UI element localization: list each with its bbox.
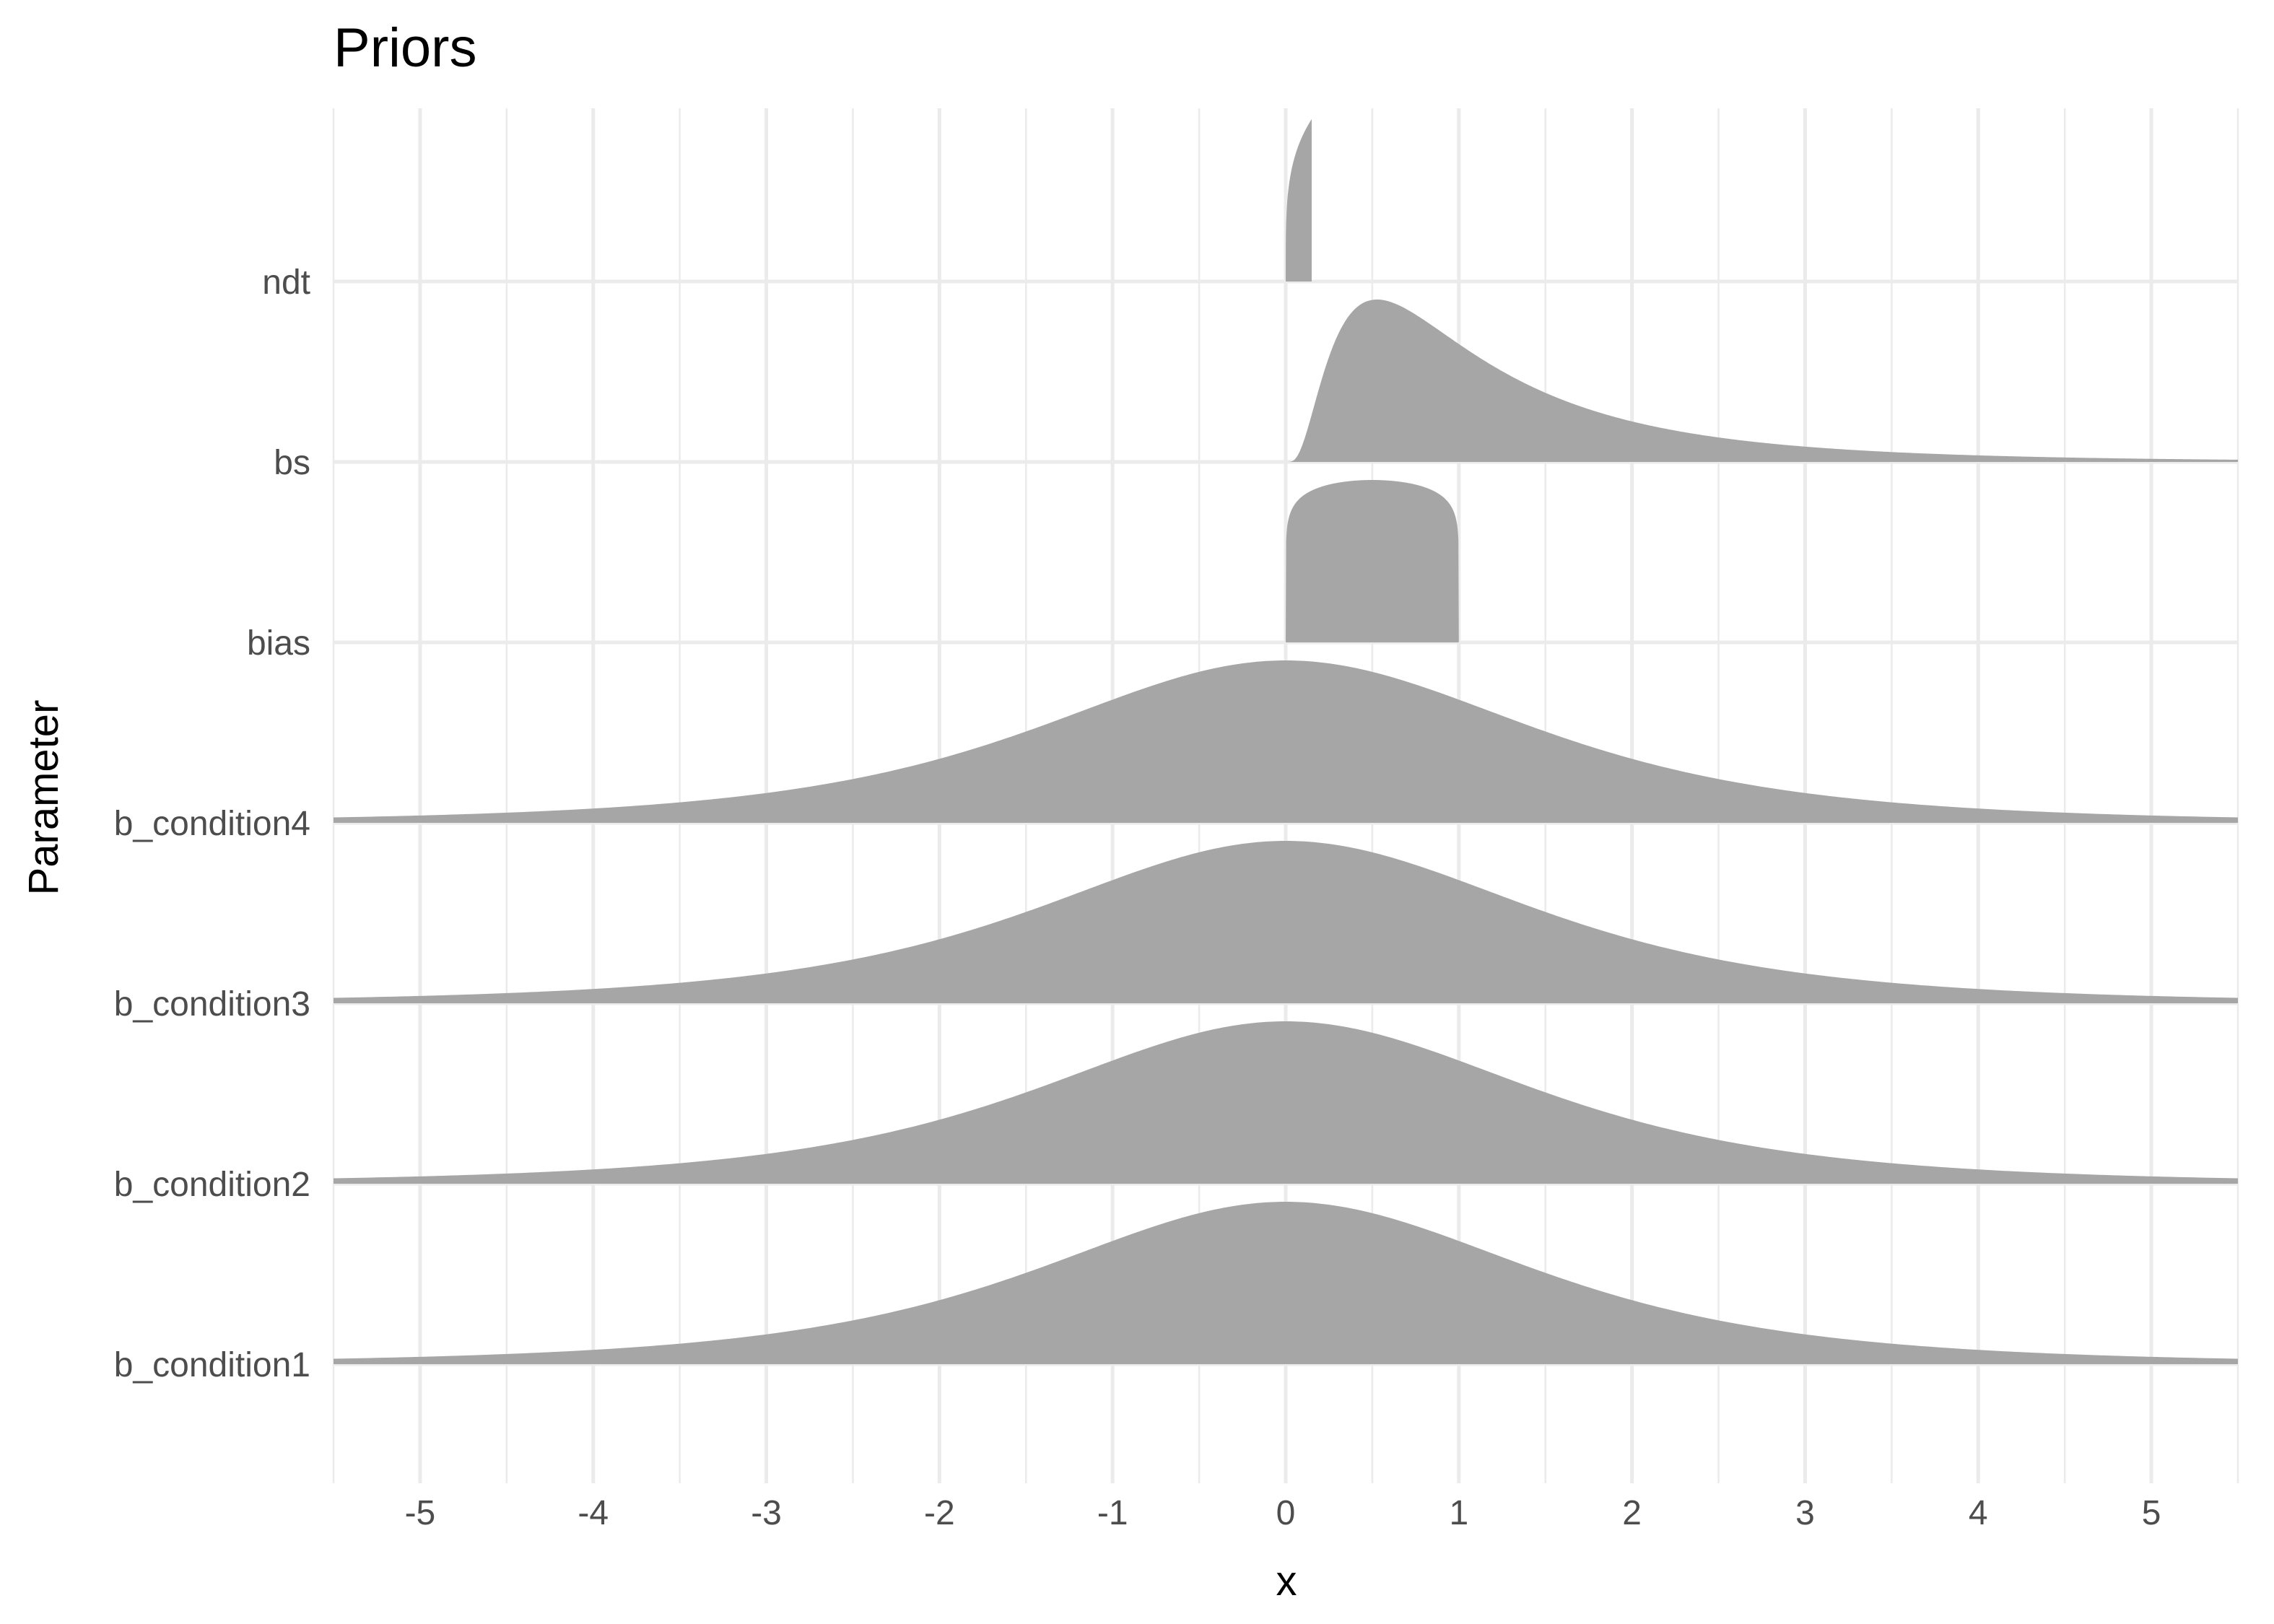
- x-tick-label: 4: [1969, 1494, 1988, 1532]
- y-tick-label: b_condition1: [114, 1346, 310, 1384]
- ridge-bias: [1286, 480, 1459, 642]
- y-axis-title: Parameter: [20, 700, 67, 896]
- x-tick-label: 2: [1622, 1494, 1642, 1532]
- y-tick-label: b_condition4: [114, 805, 310, 843]
- ridges: [334, 119, 2238, 1364]
- chart-title: Priors: [334, 17, 476, 79]
- x-tick-label: 0: [1276, 1494, 1296, 1532]
- y-tick-label: b_condition2: [114, 1166, 310, 1204]
- y-tick-label: b_condition3: [114, 985, 310, 1023]
- x-tick-label: 1: [1449, 1494, 1468, 1532]
- ridge-b_condition3: [334, 841, 2238, 1003]
- ridge-b_condition4: [334, 660, 2238, 823]
- x-tick-label: -1: [1097, 1494, 1128, 1532]
- ridge-b_condition2: [334, 1021, 2238, 1184]
- x-tick-label: -2: [924, 1494, 955, 1532]
- x-tick-label: -3: [751, 1494, 782, 1532]
- x-tick-label: 5: [2142, 1494, 2161, 1532]
- y-tick-label: ndt: [262, 263, 310, 302]
- y-tick-label: bias: [247, 624, 310, 663]
- y-tick-labels: b_condition1 b_condition2 b_condition3 b_co…: [114, 263, 310, 1384]
- x-tick-label: -5: [405, 1494, 436, 1532]
- x-tick-label: 3: [1795, 1494, 1815, 1532]
- x-tick-labels: -5 -4 -3 -2 -1 0 1 2 3 4 5: [405, 1494, 2161, 1532]
- ridge-bs: [1286, 300, 2238, 462]
- ridge-b_condition1: [334, 1202, 2238, 1364]
- y-tick-label: bs: [274, 444, 310, 482]
- ridge-ndt: [1286, 119, 1312, 281]
- x-tick-label: -4: [578, 1494, 609, 1532]
- x-axis-title: x: [1276, 1558, 1297, 1605]
